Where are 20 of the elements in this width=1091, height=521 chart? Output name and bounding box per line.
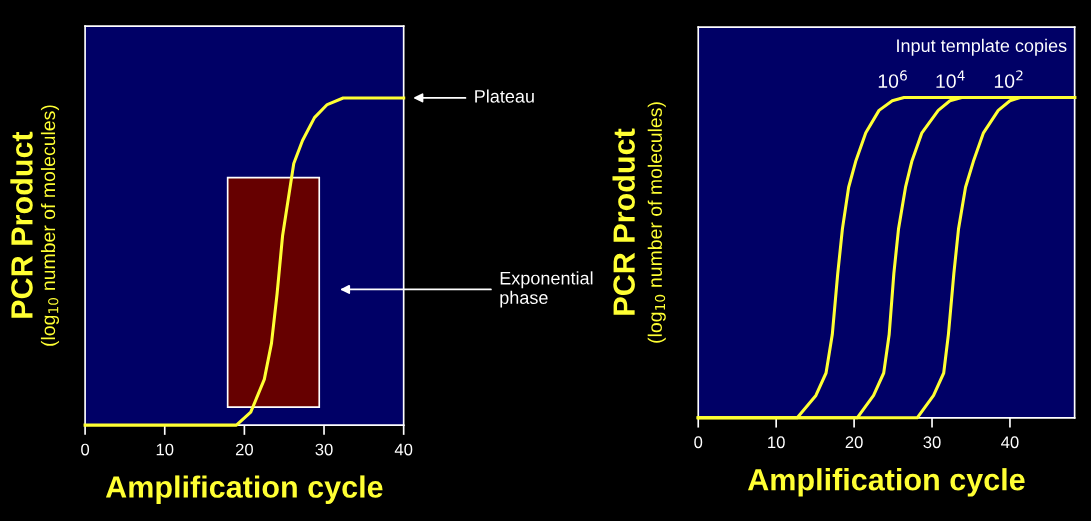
x-tick-label: 10 [156, 443, 174, 456]
x-tick-label: 0 [694, 436, 703, 449]
x-tick-label: 0 [81, 443, 90, 456]
x-tick-label: 40 [1001, 436, 1019, 449]
x-axis-title: Amplification cycle [747, 468, 1025, 497]
x-tick-label: 20 [235, 443, 253, 456]
text: Plateau [475, 89, 534, 103]
text: Exponential phase [500, 271, 593, 308]
x-tick-label: 10 [768, 436, 785, 449]
series-label: 10$^{6}$ [878, 70, 907, 89]
x-axis-title: Amplification cycle [105, 475, 383, 504]
legend-title: Input template copies [897, 38, 1067, 56]
x-tick-label: 40 [394, 443, 413, 456]
series-label: 10$^{4}$ [936, 70, 965, 89]
y-axis-title: PCR Product (log$_{10}$ number of molecules) [10, 105, 60, 346]
x-tick-label: 30 [923, 436, 941, 449]
series-label: 10$^{2}$ [994, 70, 1023, 89]
y-axis-title: PCR Product (log$_{10}$ number of molecules) [612, 102, 666, 343]
x-tick-label: 20 [845, 436, 863, 449]
x-tick-label: 30 [315, 443, 333, 456]
